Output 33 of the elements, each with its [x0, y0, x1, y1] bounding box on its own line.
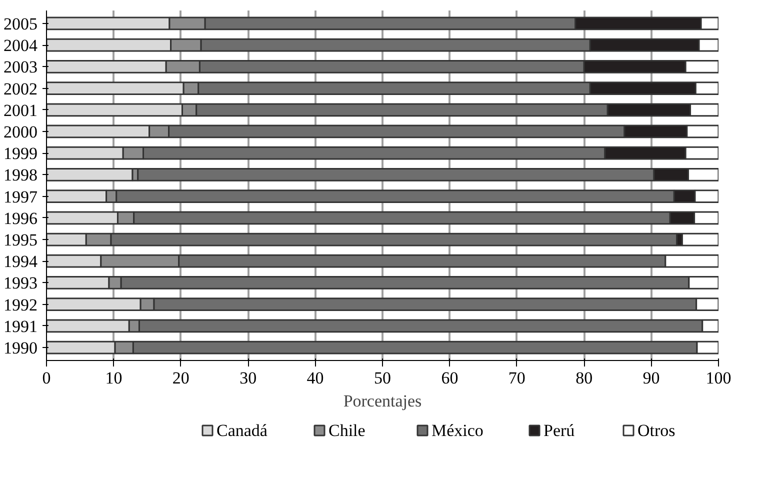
y-tick-label: 2004	[4, 36, 38, 56]
legend-label: México	[432, 421, 484, 440]
y-tick-label: 1999	[4, 144, 38, 164]
y-tick-label: 2002	[4, 79, 38, 98]
legend-label: Chile	[328, 421, 366, 440]
x-tick-label: 10	[105, 368, 122, 388]
y-tick-label: 2003	[4, 58, 38, 77]
x-tick-label: 90	[642, 368, 660, 388]
x-tick-label: 40	[306, 368, 324, 388]
y-tick-label: 2001	[4, 100, 38, 120]
y-tick-label: 1997	[4, 187, 38, 206]
x-tick-label: 70	[508, 368, 526, 388]
y-tick-label: 2000	[4, 122, 38, 142]
x-tick-label: 0	[42, 368, 51, 388]
y-tick-label: 1994	[4, 252, 38, 272]
y-tick-label: 1998	[4, 166, 38, 185]
y-tick-label: 1992	[4, 295, 38, 314]
legend-label: Otros	[638, 421, 676, 440]
y-tick-label: 1991	[4, 316, 38, 336]
y-tick-label: 2005	[4, 14, 38, 34]
x-axis-title: Porcentajes	[343, 392, 422, 410]
x-tick-label: 60	[441, 368, 458, 388]
x-tick-label: 20	[172, 368, 190, 388]
y-tick-label: 1995	[4, 230, 38, 250]
x-tick-label: 30	[240, 368, 257, 388]
legend-label: Canadá	[216, 421, 268, 440]
x-tick-label: 80	[576, 368, 593, 388]
x-tick-label: 50	[374, 368, 391, 388]
y-tick-label: 1990	[4, 338, 38, 358]
x-tick-label: 100	[706, 368, 732, 388]
legend-label: Perú	[544, 421, 576, 440]
y-tick-label: 1996	[4, 208, 38, 228]
y-tick-label: 1993	[4, 274, 38, 293]
